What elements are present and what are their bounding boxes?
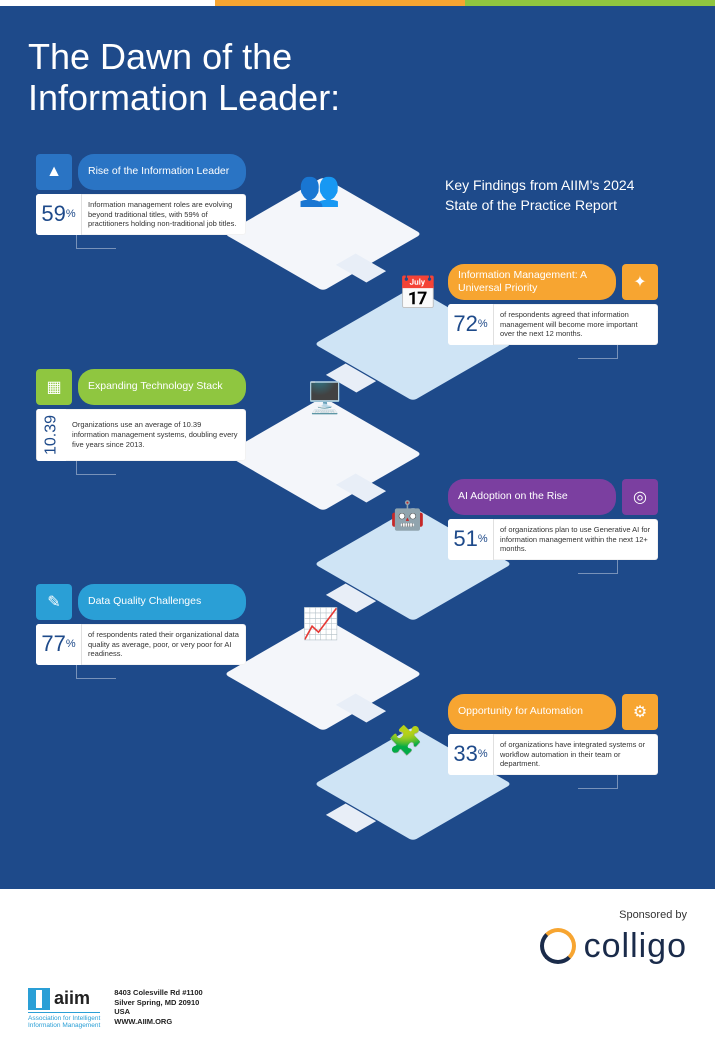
rise-icon: ▲ bbox=[36, 154, 72, 190]
finding-rise: ▲Rise of the Information Leader 59%Inform… bbox=[36, 154, 246, 249]
platform bbox=[224, 617, 421, 731]
rise-stat: 59% bbox=[36, 194, 82, 235]
finding-ai: ◎AI Adoption on the Rise 51%of organizati… bbox=[448, 479, 658, 574]
ai-text: of organizations plan to use Generative … bbox=[494, 519, 658, 560]
priority-icon: ✦ bbox=[622, 264, 658, 300]
priority-title: Information Management: A Universal Prio… bbox=[448, 264, 616, 300]
connector-line bbox=[578, 560, 618, 574]
footer: Sponsored by colligo aiim Association fo… bbox=[0, 889, 715, 1055]
finding-priority: ✦Information Management: A Universal Pri… bbox=[448, 264, 658, 359]
connector-line bbox=[578, 775, 618, 789]
main-panel: The Dawn of the Information Leader: Key … bbox=[0, 6, 715, 889]
stack-icon: ▦ bbox=[36, 369, 72, 405]
connector-line bbox=[76, 235, 116, 249]
sponsor-swirl-icon bbox=[540, 928, 576, 964]
automation-text: of organizations have integrated systems… bbox=[494, 734, 658, 775]
quality-icon: ✎ bbox=[36, 584, 72, 620]
quality-stat-row: 77%of respondents rated their organizati… bbox=[36, 624, 246, 665]
org-logo: aiim bbox=[28, 988, 100, 1010]
page-title: The Dawn of the Information Leader: bbox=[28, 36, 687, 119]
ai-stat: 51% bbox=[448, 519, 494, 560]
finding-quality: ✎Data Quality Challenges 77%of respondent… bbox=[36, 584, 246, 679]
finding-automation: ⚙Opportunity for Automation 33%of organiz… bbox=[448, 694, 658, 789]
automation-stat-row: 33%of organizations have integrated syst… bbox=[448, 734, 658, 775]
rise-stat-row: 59%Information management roles are evol… bbox=[36, 194, 246, 235]
connector-line bbox=[76, 461, 116, 475]
org-tagline: Association for Intelligent Information … bbox=[28, 1012, 100, 1029]
quality-stat: 77% bbox=[36, 624, 82, 665]
platform bbox=[224, 177, 421, 291]
finding-stack: ▦Expanding Technology Stack 10.39Organiza… bbox=[36, 369, 246, 475]
sponsor-logo: colligo bbox=[28, 927, 687, 966]
org-address: 8403 Colesville Rd #1100 Silver Spring, … bbox=[114, 988, 202, 1027]
quality-text: of respondents rated their organizationa… bbox=[82, 624, 246, 665]
org-bars-icon bbox=[28, 988, 50, 1010]
ai-stat-row: 51%of organizations plan to use Generati… bbox=[448, 519, 658, 560]
ai-title: AI Adoption on the Rise bbox=[448, 479, 616, 515]
automation-icon: ⚙ bbox=[622, 694, 658, 730]
priority-stat: 72% bbox=[448, 304, 494, 345]
org-row: aiim Association for Intelligent Informa… bbox=[28, 988, 687, 1029]
sponsored-label: Sponsored by bbox=[28, 909, 687, 921]
stack-stat-row: 10.39Organizations use an average of 10.… bbox=[36, 409, 246, 461]
connector-line bbox=[578, 345, 618, 359]
org-logo-block: aiim Association for Intelligent Informa… bbox=[28, 988, 100, 1029]
priority-text: of respondents agreed that information m… bbox=[494, 304, 658, 345]
automation-stat: 33% bbox=[448, 734, 494, 775]
sponsor-name: colligo bbox=[584, 927, 687, 966]
stack-stat: 10.39 bbox=[36, 409, 66, 461]
connector-line bbox=[76, 665, 116, 679]
title-line2: Information Leader: bbox=[28, 77, 340, 118]
quality-title: Data Quality Challenges bbox=[78, 584, 246, 620]
rise-title: Rise of the Information Leader bbox=[78, 154, 246, 190]
rise-text: Information management roles are evolvin… bbox=[82, 194, 246, 235]
automation-title: Opportunity for Automation bbox=[448, 694, 616, 730]
ai-icon: ◎ bbox=[622, 479, 658, 515]
title-line1: The Dawn of the bbox=[28, 36, 292, 77]
platform bbox=[224, 397, 421, 511]
stack-text: Organizations use an average of 10.39 in… bbox=[66, 409, 246, 461]
stack-title: Expanding Technology Stack bbox=[78, 369, 246, 405]
page: The Dawn of the Information Leader: Key … bbox=[0, 0, 715, 1055]
org-name: aiim bbox=[54, 988, 90, 1009]
priority-stat-row: 72%of respondents agreed that informatio… bbox=[448, 304, 658, 345]
infographic-path: 👥📅🖥️🤖📈🧩▲Rise of the Information Leader59… bbox=[28, 149, 687, 849]
